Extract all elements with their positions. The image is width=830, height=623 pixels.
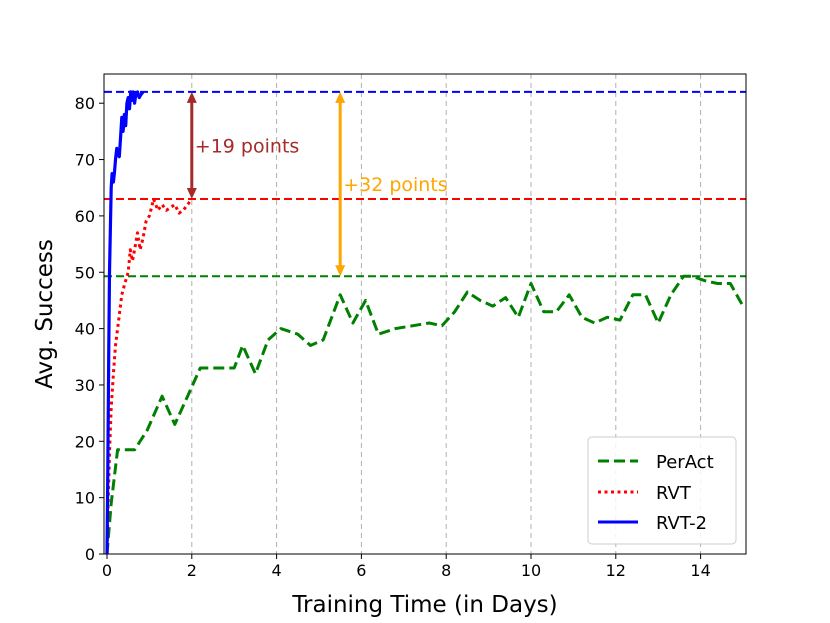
reference-lines [104,90,746,278]
y-tick-label-0: 0 [85,545,95,564]
legend-label-rvt: RVT [656,483,692,504]
x-tick-label-10: 10 [521,561,541,580]
y-axis-label: Avg. Success [32,239,58,389]
series-line-peract [105,274,745,554]
plot-frame [103,73,747,555]
legend-box [587,436,737,545]
x-tick-label-12: 12 [606,561,626,580]
y-axis-ticks: 0 10 20 30 40 50 60 70 80 [75,94,104,564]
series-line-rvt-2 [105,90,145,554]
annotations: +19 points +32 points [186,91,448,277]
x-tick-label-8: 8 [441,561,451,580]
x-tick-label-2: 2 [187,561,197,580]
annotation-arrowhead-top-1 [335,91,346,103]
annotation-label-0: +19 points [195,135,299,157]
legend: PerAct RVT RVT-2 [587,436,737,545]
x-tick-label-4: 4 [272,561,282,580]
annotation-arrowhead-bottom-1 [335,265,346,277]
legend-label-peract: PerAct [656,452,714,473]
y-tick-label-60: 60 [75,207,95,226]
x-axis-label: Training Time (in Days) [291,592,557,618]
y-tick-label-20: 20 [75,432,95,451]
y-tick-label-10: 10 [75,489,95,508]
y-tick-label-40: 40 [75,320,95,339]
series-line-rvt [105,197,194,554]
annotation-label-1: +32 points [343,174,448,196]
y-tick-label-70: 70 [75,151,95,170]
annotation-arrowhead-top-0 [186,91,197,103]
y-tick-label-80: 80 [75,94,95,113]
x-tick-label-6: 6 [356,561,366,580]
y-tick-label-50: 50 [75,263,95,282]
series-group [105,90,745,554]
legend-label-rvt-2: RVT-2 [656,513,707,534]
x-tick-label-0: 0 [102,561,112,580]
y-tick-label-30: 30 [75,376,95,395]
x-tick-label-14: 14 [690,561,710,580]
annotation-arrowhead-bottom-0 [186,187,197,199]
x-axis-ticks: 0 2 4 6 8 10 12 14 [102,554,711,580]
